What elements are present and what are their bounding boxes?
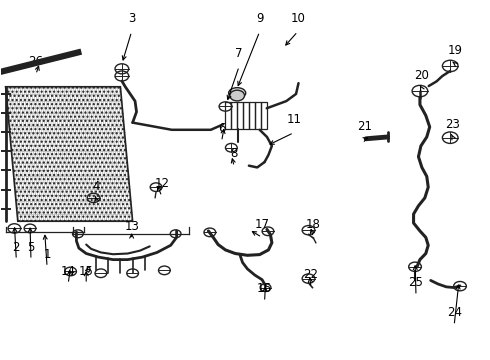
Circle shape	[230, 90, 245, 101]
Text: 4: 4	[92, 180, 100, 193]
Text: 17: 17	[255, 218, 270, 231]
Text: 7: 7	[235, 47, 243, 60]
Bar	[243, 102, 249, 129]
Text: 19: 19	[447, 44, 463, 57]
Text: 9: 9	[256, 12, 264, 25]
Text: 5: 5	[27, 240, 35, 253]
Text: 6: 6	[218, 122, 225, 135]
Bar	[237, 102, 243, 129]
Bar	[225, 102, 231, 129]
Text: 3: 3	[128, 12, 135, 25]
Text: 24: 24	[446, 306, 462, 319]
Bar	[255, 102, 261, 129]
Ellipse shape	[229, 87, 245, 98]
Bar	[231, 102, 237, 129]
Text: 20: 20	[415, 69, 429, 82]
Text: 1: 1	[43, 248, 51, 261]
Text: 12: 12	[154, 177, 170, 190]
Text: 22: 22	[303, 268, 318, 281]
Text: 18: 18	[306, 218, 321, 231]
Text: 23: 23	[445, 117, 460, 131]
Text: 16: 16	[257, 283, 272, 296]
Text: 21: 21	[357, 120, 372, 133]
Text: 13: 13	[124, 220, 139, 233]
Text: 25: 25	[409, 276, 423, 289]
Text: 15: 15	[79, 265, 94, 278]
Text: 14: 14	[61, 265, 75, 278]
Text: 8: 8	[231, 147, 238, 160]
Text: 11: 11	[286, 113, 301, 126]
Text: 26: 26	[28, 55, 44, 68]
Text: 2: 2	[13, 240, 20, 253]
Bar	[261, 102, 267, 129]
Bar	[249, 102, 255, 129]
Text: 10: 10	[291, 12, 305, 25]
